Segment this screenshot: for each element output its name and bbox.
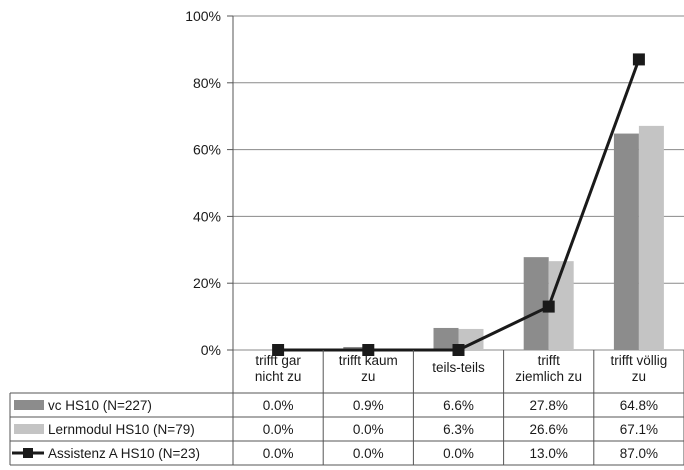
y-tick-label: 0% bbox=[201, 342, 221, 358]
legend-label: vc HS10 (N=227) bbox=[48, 398, 152, 413]
category-label: teils-teils bbox=[432, 360, 485, 375]
category-label: trifft bbox=[538, 353, 561, 368]
table-cell: 0.0% bbox=[263, 398, 294, 413]
bar-1 bbox=[343, 346, 369, 350]
table-cell: 0.0% bbox=[353, 422, 384, 437]
line-marker bbox=[542, 300, 555, 313]
table-cell: 64.8% bbox=[620, 398, 658, 413]
table-cell: 13.0% bbox=[530, 446, 568, 461]
bar-2 bbox=[458, 328, 484, 350]
table-cell: 0.0% bbox=[353, 446, 384, 461]
y-tick-label: 80% bbox=[193, 75, 221, 91]
category-label: zu bbox=[361, 369, 375, 384]
table-cell: 27.8% bbox=[530, 398, 568, 413]
table-cell: 0.9% bbox=[353, 398, 384, 413]
legend-label: Assistenz A HS10 (N=23) bbox=[48, 446, 200, 461]
table-cell: 87.0% bbox=[620, 446, 658, 461]
y-axis: 0% 20% 40% 60% 80% 100% bbox=[185, 8, 234, 358]
legend-label: Lernmodul HS10 (N=79) bbox=[48, 422, 195, 437]
line-path bbox=[278, 58, 641, 352]
table-cell: 0.0% bbox=[443, 446, 474, 461]
y-tick-label: 20% bbox=[193, 275, 221, 291]
bar-2 bbox=[638, 125, 664, 350]
legend-key bbox=[14, 424, 44, 434]
legend-key bbox=[14, 400, 44, 410]
bar-1 bbox=[433, 327, 459, 350]
gridlines bbox=[233, 15, 684, 351]
line-marker bbox=[272, 344, 285, 356]
category-label: ziemlich zu bbox=[515, 369, 582, 384]
table-cell: 0.0% bbox=[263, 422, 294, 437]
table-cell: 6.6% bbox=[443, 398, 474, 413]
category-label: trifft gar bbox=[255, 353, 301, 368]
y-tick-label: 40% bbox=[193, 208, 221, 224]
bars bbox=[343, 125, 664, 350]
y-tick-label: 60% bbox=[193, 142, 221, 158]
table-cell: 26.6% bbox=[530, 422, 568, 437]
legend-key-marker bbox=[23, 448, 33, 458]
category-label: zu bbox=[632, 369, 646, 384]
category-label: trifft völlig bbox=[611, 353, 668, 368]
y-tick-label: 100% bbox=[185, 8, 221, 24]
line-marker bbox=[362, 344, 375, 356]
line-marker bbox=[632, 53, 645, 66]
line-marker bbox=[452, 344, 465, 356]
category-label: trifft kaum bbox=[339, 353, 398, 368]
table-cell: 0.0% bbox=[263, 446, 294, 461]
category-label: nicht zu bbox=[255, 369, 302, 384]
table-cell: 6.3% bbox=[443, 422, 474, 437]
bar-1 bbox=[613, 133, 639, 350]
line-series bbox=[272, 53, 645, 356]
table-cell: 67.1% bbox=[620, 422, 658, 437]
